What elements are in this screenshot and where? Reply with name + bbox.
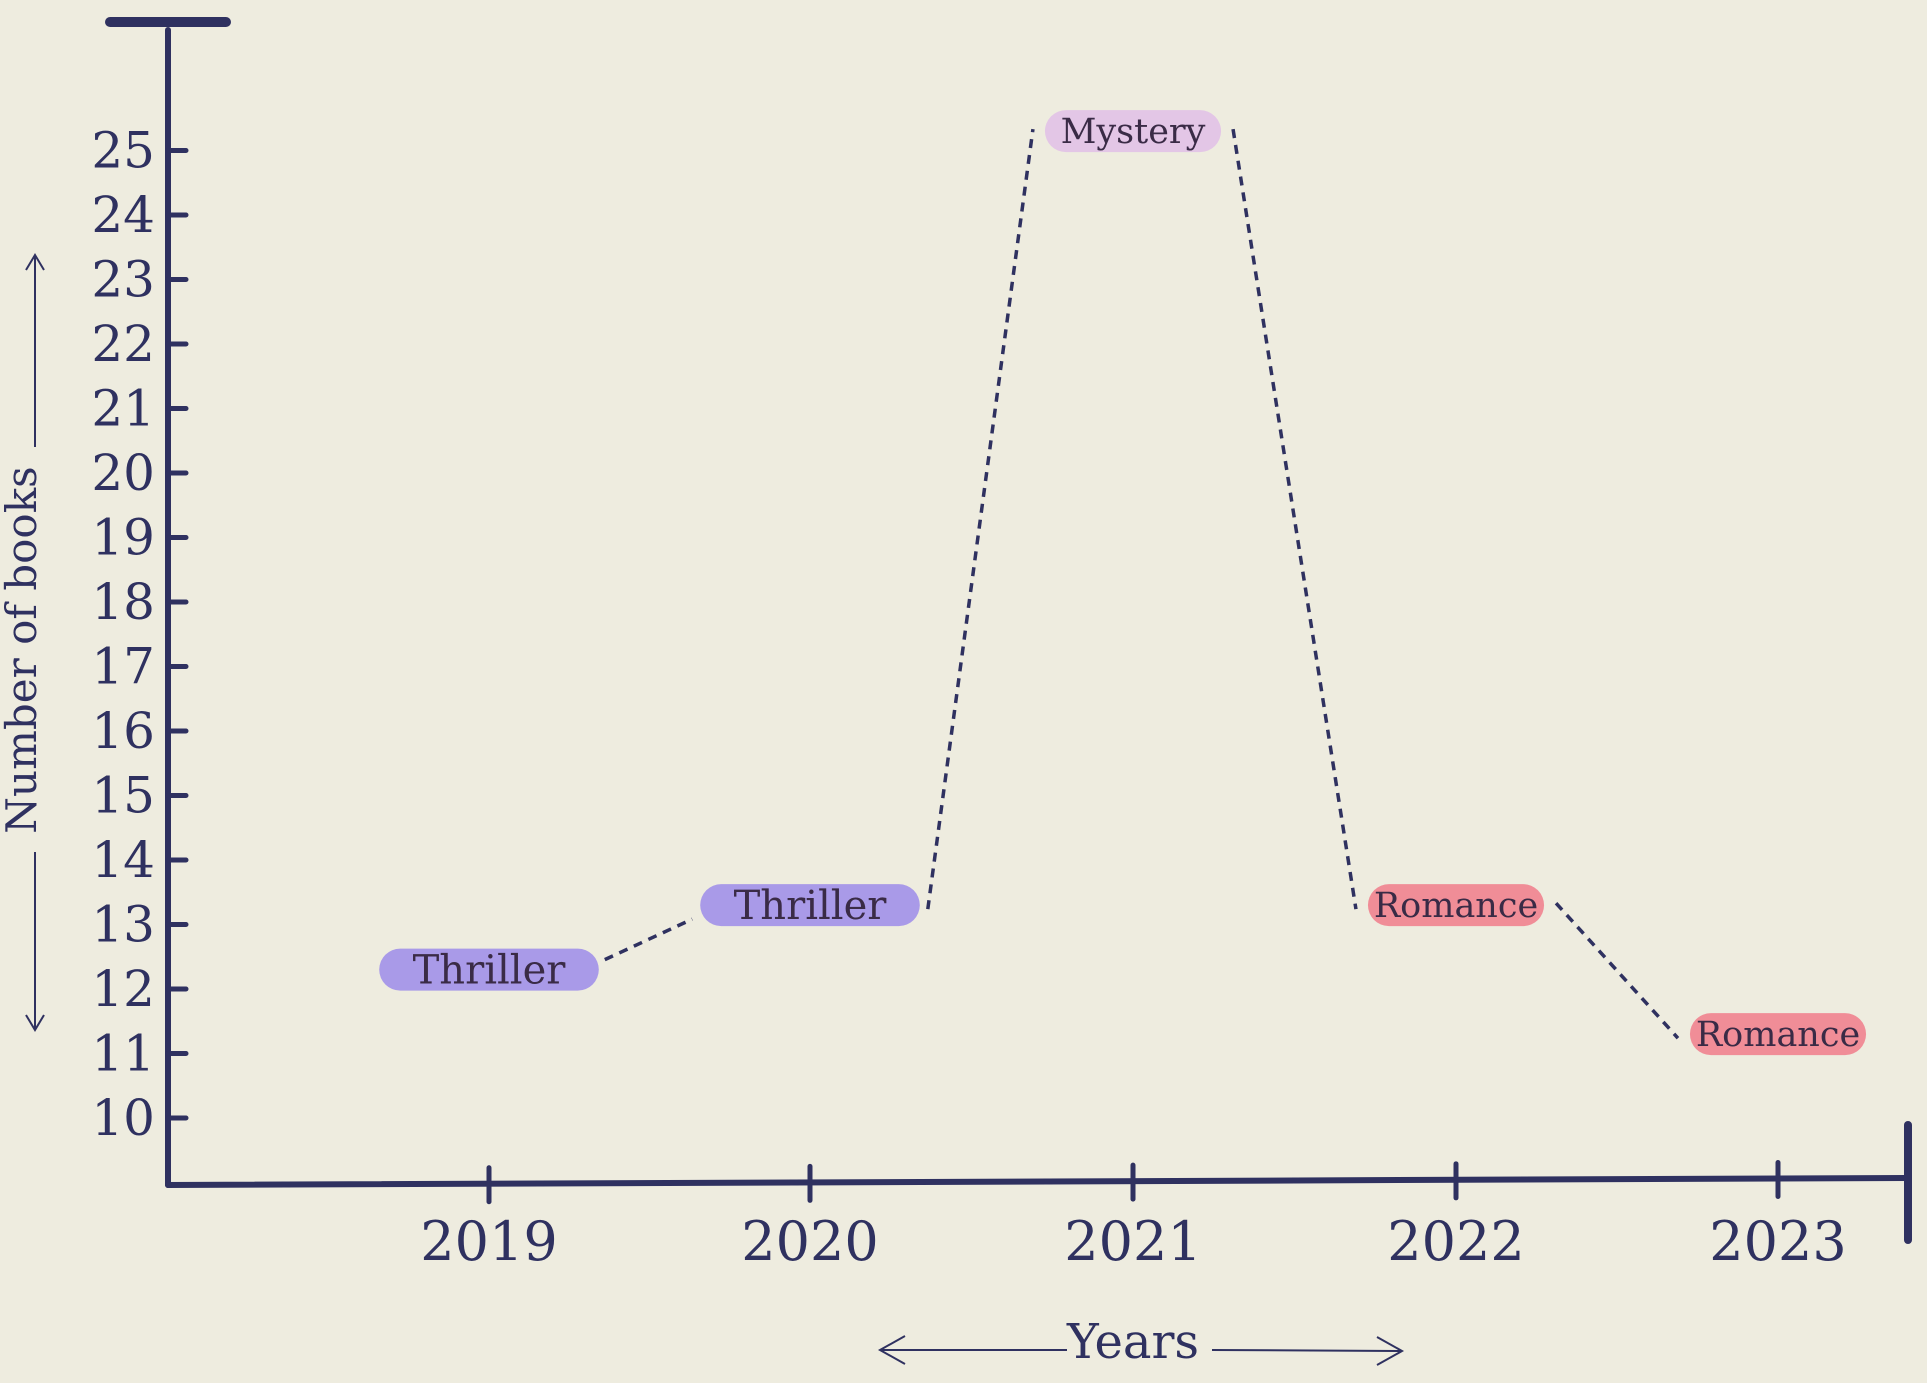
series-connector bbox=[604, 917, 693, 962]
axis-titles: Number of books Years bbox=[0, 253, 1405, 1370]
data-point-genre-label: Romance bbox=[1696, 1015, 1860, 1055]
data-point-pill bbox=[700, 884, 920, 927]
data-point-pill bbox=[1689, 1013, 1867, 1056]
series-connector bbox=[1554, 901, 1680, 1040]
y-axis-title: Number of books bbox=[0, 466, 46, 833]
y-tick-label: 24 bbox=[91, 186, 155, 244]
x-axis-title-arrow-right bbox=[1211, 1349, 1403, 1352]
series-connector bbox=[926, 128, 1035, 910]
y-tick-label: 13 bbox=[91, 896, 155, 954]
y-axis-title-arrowhead-down bbox=[25, 1014, 45, 1032]
data-point-genre-label: Mystery bbox=[1061, 112, 1206, 152]
y-tick-label: 12 bbox=[91, 960, 155, 1018]
series-connector bbox=[1231, 128, 1358, 910]
y-tick-label: 23 bbox=[91, 251, 155, 309]
x-tick-label: 2019 bbox=[420, 1210, 557, 1273]
y-tick-label: 18 bbox=[91, 573, 155, 631]
y-tick-label: 11 bbox=[91, 1025, 155, 1083]
data-point-genre-label: Romance bbox=[1374, 886, 1538, 926]
data-point-pill bbox=[1044, 110, 1222, 153]
x-tick-label: 2022 bbox=[1387, 1210, 1524, 1273]
x-axis-title-arrowhead-right bbox=[1376, 1336, 1405, 1366]
x-tick-label: 2021 bbox=[1064, 1210, 1201, 1273]
y-tick-label: 16 bbox=[91, 702, 155, 760]
x-axis-line bbox=[165, 1175, 1911, 1188]
x-axis-title-arrowhead-left bbox=[877, 1335, 906, 1365]
y-tick-label: 14 bbox=[91, 831, 155, 889]
data-point-pill bbox=[379, 948, 599, 991]
y-tick-label: 21 bbox=[91, 380, 155, 438]
chart-axes bbox=[105, 17, 1912, 1244]
data-point-genre-label: Thriller bbox=[734, 883, 888, 929]
data-point-genre-label: Thriller bbox=[413, 947, 567, 993]
x-axis-title: Years bbox=[1066, 1314, 1199, 1370]
y-tick-label: 10 bbox=[91, 1089, 155, 1147]
y-tick-label: 22 bbox=[91, 315, 155, 373]
x-tick-label: 2020 bbox=[741, 1210, 878, 1273]
y-axis-title-arrowhead-up bbox=[25, 253, 45, 271]
y-axis-ticks: 10 11 12 13 14 15 16 17 18 19 20 21 22 23 24 25 bbox=[91, 122, 189, 1147]
data-points: Thriller Thriller Mystery Romance Romance bbox=[379, 110, 1867, 1056]
y-tick-label: 25 bbox=[91, 122, 155, 180]
x-axis-ticks: 2019 2020 2021 2022 2023 bbox=[420, 1160, 1847, 1273]
data-point-pill bbox=[1367, 884, 1545, 927]
y-tick-label: 17 bbox=[91, 638, 155, 696]
x-tick-label: 2023 bbox=[1709, 1210, 1846, 1273]
series-connectors bbox=[604, 128, 1680, 1040]
y-tick-label: 15 bbox=[91, 767, 155, 825]
y-tick-label: 19 bbox=[91, 509, 155, 567]
y-tick-label: 20 bbox=[91, 444, 155, 502]
